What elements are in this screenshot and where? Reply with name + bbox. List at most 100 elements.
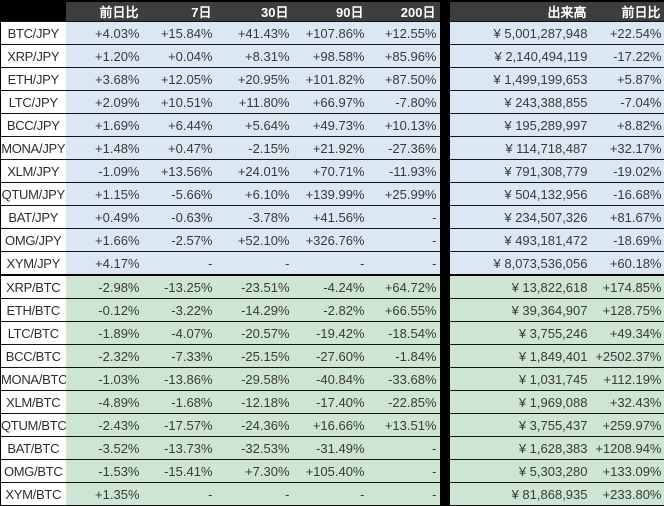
col-header-prev-day-change: 前日比	[66, 1, 143, 22]
volume-cell: ¥ 791,308,779	[450, 160, 591, 183]
prev-day-change-cell: -2.98%	[66, 275, 143, 299]
volume-prev-day-change-cell: +22.54%	[591, 22, 664, 45]
pair-cell: XRP/JPY	[1, 45, 66, 68]
change-7d-cell: +6.44%	[143, 114, 216, 137]
volume-prev-day-change-cell: +8.82%	[591, 114, 664, 137]
change-30d-cell: +6.10%	[216, 183, 293, 206]
table-row-qtum-btc: QTUM/BTC-2.43%-17.57%-24.36%+16.66%+13.5…	[1, 414, 664, 437]
change-200d-cell: +87.50%	[368, 68, 440, 91]
col-header-7d-change: 7日	[143, 1, 216, 22]
col-header-200d-change: 200日	[368, 1, 440, 22]
volume-prev-day-change-cell: +112.19%	[591, 368, 664, 391]
column-separator-bar	[440, 460, 450, 483]
table-row-bcc-btc: BCC/BTC-2.32%-7.33%-25.15%-27.60%-1.84%¥…	[1, 345, 664, 368]
change-200d-cell: -	[368, 460, 440, 483]
change-7d-cell: -5.66%	[143, 183, 216, 206]
change-7d-cell: -3.22%	[143, 299, 216, 322]
prev-day-change-cell: -1.09%	[66, 160, 143, 183]
change-30d-cell: -25.15%	[216, 345, 293, 368]
change-30d-cell: -2.15%	[216, 137, 293, 160]
change-30d-cell: -14.29%	[216, 299, 293, 322]
volume-cell: ¥ 114,718,487	[450, 137, 591, 160]
table-row-xlm-btc: XLM/BTC-4.89%-1.68%-12.18%-17.40%-22.85%…	[1, 391, 664, 414]
change-90d-cell: -	[293, 252, 368, 276]
pair-cell: XYM/BTC	[1, 483, 66, 506]
column-separator-bar	[440, 114, 450, 137]
change-7d-cell: +15.84%	[143, 22, 216, 45]
pair-cell: MONA/JPY	[1, 137, 66, 160]
col-header-volume-prev-day-change: 前日比	[591, 1, 664, 22]
pair-cell: XLM/BTC	[1, 391, 66, 414]
col-header-volume: 出来高	[450, 1, 591, 22]
change-200d-cell: -	[368, 229, 440, 252]
change-90d-cell: +101.82%	[293, 68, 368, 91]
table-row-mona-btc: MONA/BTC-1.03%-13.86%-29.58%-40.84%-33.6…	[1, 368, 664, 391]
table-row-qtum-jpy: QTUM/JPY+1.15%-5.66%+6.10%+139.99%+25.99…	[1, 183, 664, 206]
change-7d-cell: +0.47%	[143, 137, 216, 160]
table-row-omg-btc: OMG/BTC-1.53%-15.41%+7.30%+105.40%-¥ 5,3…	[1, 460, 664, 483]
change-90d-cell: -4.24%	[293, 275, 368, 299]
volume-cell: ¥ 243,388,855	[450, 91, 591, 114]
volume-cell: ¥ 195,289,997	[450, 114, 591, 137]
change-90d-cell: +70.71%	[293, 160, 368, 183]
change-200d-cell: -11.93%	[368, 160, 440, 183]
prev-day-change-cell: -1.89%	[66, 322, 143, 345]
change-30d-cell: +52.10%	[216, 229, 293, 252]
change-7d-cell: -	[143, 252, 216, 276]
change-30d-cell: -3.78%	[216, 206, 293, 229]
volume-cell: ¥ 8,073,536,056	[450, 252, 591, 276]
change-7d-cell: -17.57%	[143, 414, 216, 437]
col-header-30d-change: 30日	[216, 1, 293, 22]
change-90d-cell: +66.97%	[293, 91, 368, 114]
change-90d-cell: -17.40%	[293, 391, 368, 414]
prev-day-change-cell: +2.09%	[66, 91, 143, 114]
change-200d-cell: +85.96%	[368, 45, 440, 68]
volume-prev-day-change-cell: -7.04%	[591, 91, 664, 114]
change-90d-cell: -40.84%	[293, 368, 368, 391]
prev-day-change-cell: -3.52%	[66, 437, 143, 460]
volume-cell: ¥ 5,001,287,948	[450, 22, 591, 45]
pair-cell: BAT/BTC	[1, 437, 66, 460]
change-30d-cell: -	[216, 483, 293, 506]
change-200d-cell: -33.68%	[368, 368, 440, 391]
column-separator-bar	[440, 206, 450, 229]
change-30d-cell: -24.36%	[216, 414, 293, 437]
volume-prev-day-change-cell: +233.80%	[591, 483, 664, 506]
change-7d-cell: -13.25%	[143, 275, 216, 299]
column-separator-bar	[440, 275, 450, 299]
column-separator-bar	[440, 22, 450, 45]
volume-prev-day-change-cell: -19.02%	[591, 160, 664, 183]
change-90d-cell: +107.86%	[293, 22, 368, 45]
change-200d-cell: -27.36%	[368, 137, 440, 160]
column-separator-bar	[440, 299, 450, 322]
change-7d-cell: -13.73%	[143, 437, 216, 460]
change-7d-cell: -13.86%	[143, 368, 216, 391]
prev-day-change-cell: +4.03%	[66, 22, 143, 45]
pair-cell: ETH/JPY	[1, 68, 66, 91]
change-7d-cell: -0.63%	[143, 206, 216, 229]
change-30d-cell: +20.95%	[216, 68, 293, 91]
change-90d-cell: -19.42%	[293, 322, 368, 345]
change-30d-cell: +5.64%	[216, 114, 293, 137]
table-body: BTC/JPY+4.03%+15.84%+41.43%+107.86%+12.5…	[1, 22, 664, 506]
pair-cell: BCC/JPY	[1, 114, 66, 137]
change-200d-cell: +64.72%	[368, 275, 440, 299]
table-header: 前日比 7日 30日 90日 200日 出来高 前日比	[1, 1, 664, 22]
volume-prev-day-change-cell: +128.75%	[591, 299, 664, 322]
change-200d-cell: +12.55%	[368, 22, 440, 45]
volume-cell: ¥ 3,755,246	[450, 322, 591, 345]
pair-cell: BAT/JPY	[1, 206, 66, 229]
volume-cell: ¥ 39,364,907	[450, 299, 591, 322]
change-90d-cell: +98.58%	[293, 45, 368, 68]
prev-day-change-cell: +4.17%	[66, 252, 143, 276]
volume-prev-day-change-cell: +2502.37%	[591, 345, 664, 368]
change-30d-cell: +41.43%	[216, 22, 293, 45]
change-7d-cell: +10.51%	[143, 91, 216, 114]
change-90d-cell: +139.99%	[293, 183, 368, 206]
column-separator-bar	[440, 322, 450, 345]
change-200d-cell: -18.54%	[368, 322, 440, 345]
prev-day-change-cell: +1.48%	[66, 137, 143, 160]
change-7d-cell: -4.07%	[143, 322, 216, 345]
change-200d-cell: +13.51%	[368, 414, 440, 437]
table-row-bcc-jpy: BCC/JPY+1.69%+6.44%+5.64%+49.73%+10.13%¥…	[1, 114, 664, 137]
